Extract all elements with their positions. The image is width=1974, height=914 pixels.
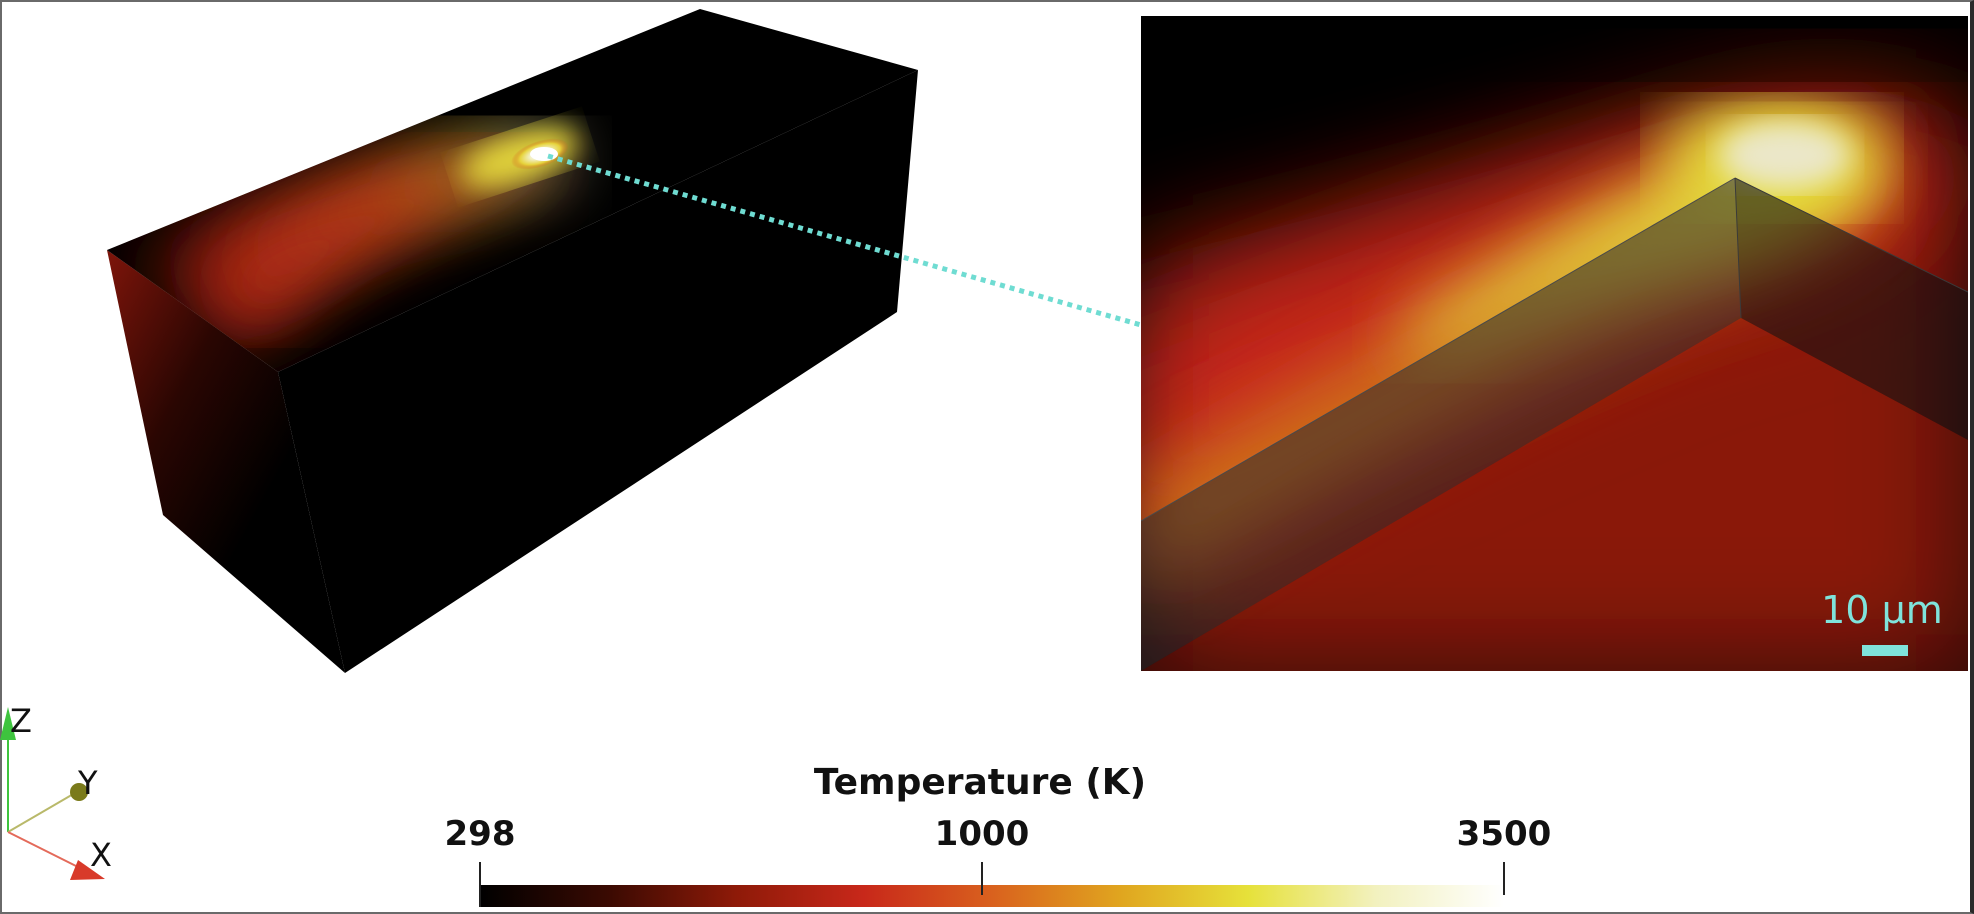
zoom-inset bbox=[1141, 16, 1968, 671]
x-axis-label: X bbox=[90, 836, 112, 874]
melt-trail bbox=[115, 127, 580, 360]
scale-bar bbox=[1862, 645, 1908, 656]
x-axis-line bbox=[7, 831, 81, 869]
y-axis-line bbox=[7, 792, 76, 833]
sample-block bbox=[107, 9, 918, 673]
block-side-face bbox=[278, 70, 918, 673]
zoom-connector-line bbox=[547, 153, 1142, 328]
y-axis-arrowhead bbox=[70, 783, 88, 801]
x-axis-arrowhead bbox=[70, 860, 105, 880]
orientation-axes bbox=[0, 707, 105, 880]
colorbar-bar bbox=[480, 885, 1504, 907]
colorbar-tick-label-3500: 3500 bbox=[1456, 814, 1552, 854]
scale-bar-label: 10 µm bbox=[1821, 588, 1943, 632]
inset-block-face-right bbox=[1735, 178, 1968, 440]
colorbar bbox=[479, 862, 1505, 907]
colorbar-tick-label-1000: 1000 bbox=[934, 814, 1030, 854]
block-front-face bbox=[107, 250, 345, 673]
colorbar-title: Temperature (K) bbox=[813, 762, 1147, 803]
z-axis-label: Z bbox=[10, 702, 32, 740]
inset-block-face-left bbox=[1141, 178, 1741, 671]
y-axis-label: Y bbox=[78, 764, 98, 802]
inset-block-face-bottom bbox=[1141, 318, 1968, 671]
z-axis-arrowhead bbox=[0, 707, 16, 740]
colorbar-tick-label-298: 298 bbox=[444, 814, 516, 854]
